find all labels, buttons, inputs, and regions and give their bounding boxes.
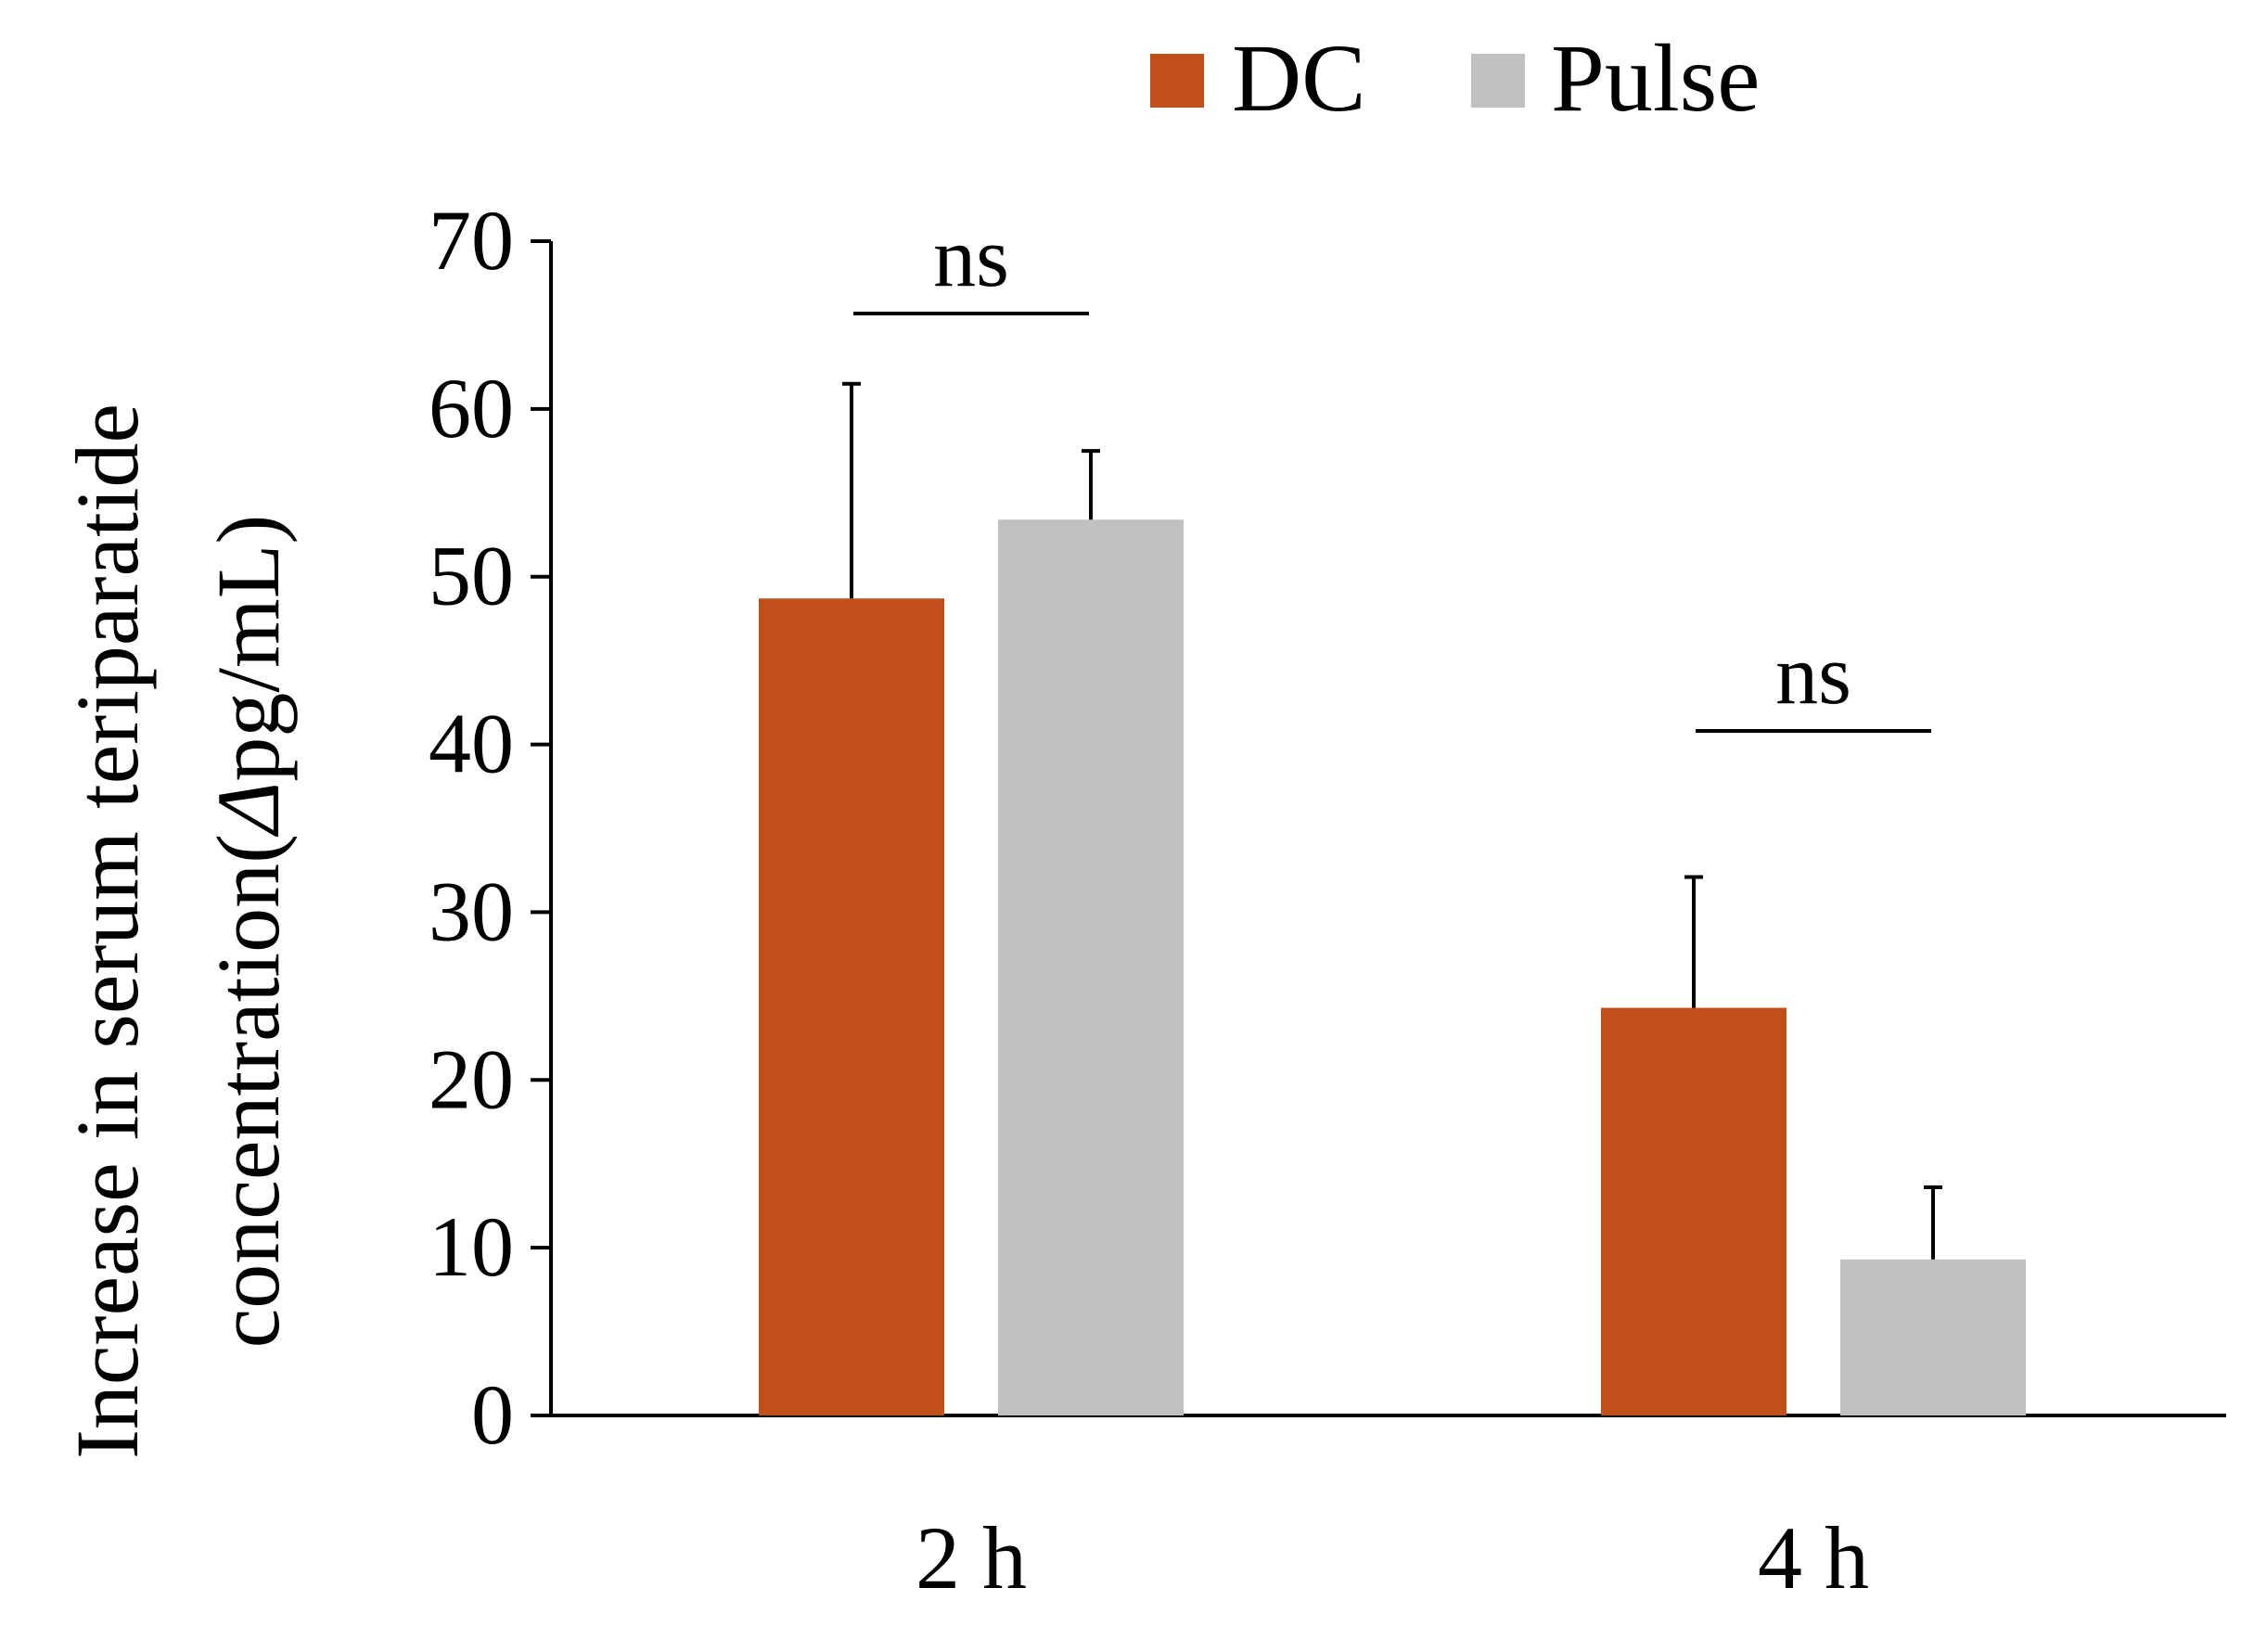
legend: DC Pulse <box>1150 25 1760 132</box>
y-axis-label-line1: Increase in serum teriparatide <box>58 403 157 1459</box>
y-tick-label: 50 <box>429 529 514 623</box>
significance-label: ns <box>1775 627 1851 722</box>
bars <box>759 519 2026 1415</box>
error-bars <box>842 381 1942 1260</box>
y-tick-label: 40 <box>429 697 514 791</box>
significance-annotations: ns ns <box>853 210 1931 733</box>
x-tick-label: 4 h <box>1758 1508 1869 1607</box>
legend-label-dc: DC <box>1232 25 1365 132</box>
legend-swatch-dc <box>1150 54 1204 108</box>
delta-symbol: Δ <box>199 782 298 838</box>
bar-dc-4h <box>1601 1007 1787 1415</box>
y-axis-label-line2: concentration(Δpg/mL) <box>199 515 298 1349</box>
y-tick-label: 10 <box>429 1199 514 1294</box>
y-axis-label-suffix: pg/mL) <box>199 515 298 782</box>
y-tick-label: 0 <box>471 1367 514 1462</box>
legend-swatch-pulse <box>1471 54 1525 108</box>
bar-pulse-2h <box>998 519 1184 1415</box>
y-axis-label-prefix: concentration( <box>199 834 298 1348</box>
x-tick-label: 2 h <box>916 1508 1027 1607</box>
y-tick-label: 60 <box>429 361 514 455</box>
legend-item-dc: DC <box>1150 25 1365 132</box>
x-axis: 2 h 4 h <box>551 1414 2226 1607</box>
y-tick-label: 20 <box>429 1031 514 1126</box>
legend-label-pulse: Pulse <box>1551 25 1760 132</box>
legend-item-pulse: Pulse <box>1471 25 1760 132</box>
bar-dc-2h <box>759 598 944 1415</box>
y-tick-label: 30 <box>429 864 514 958</box>
y-tick-label: 70 <box>429 193 514 288</box>
significance-label: ns <box>933 210 1009 304</box>
bar-pulse-4h <box>1840 1259 2026 1415</box>
y-axis-label: Increase in serum teriparatide concentra… <box>58 403 298 1459</box>
y-axis: 0 10 20 30 40 50 60 70 <box>429 193 553 1462</box>
